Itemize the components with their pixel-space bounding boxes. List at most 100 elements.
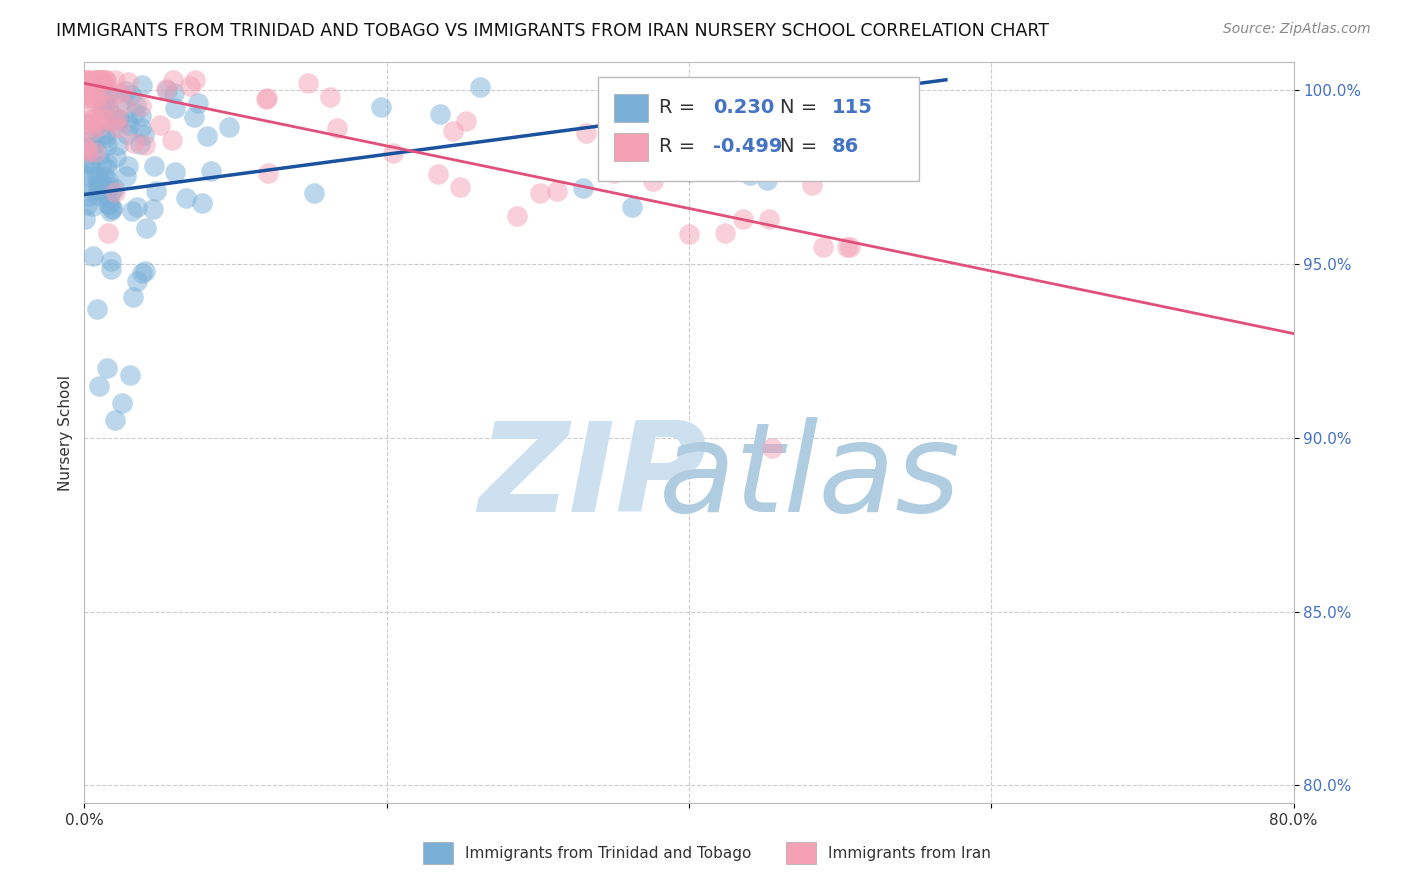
Point [449, 180, 471, 194]
Point [134, 138, 156, 153]
Point [110, 86, 132, 100]
Point [90, 186, 112, 200]
Point [94, 72, 117, 87]
Point [731, 212, 754, 227]
Point [101, 202, 124, 216]
Text: 0.230: 0.230 [713, 98, 775, 117]
Point [129, 121, 152, 136]
Point [134, 128, 156, 143]
Point [100, 261, 122, 276]
Point [73, 169, 96, 184]
Point [76, 118, 98, 132]
Point [145, 184, 167, 198]
Point [669, 150, 692, 164]
Point [118, 119, 141, 133]
Point [83, 75, 105, 89]
Point [77, 189, 100, 203]
Point [96, 130, 118, 145]
Point [98, 191, 121, 205]
Point [801, 120, 824, 135]
Point [80, 140, 103, 154]
Point [97, 196, 120, 211]
Text: R =: R = [659, 98, 695, 117]
Point [183, 110, 205, 124]
Point [90, 75, 112, 89]
Point [195, 128, 218, 143]
Point [117, 75, 139, 89]
Point [297, 76, 319, 90]
Point [84, 145, 107, 159]
Text: N =: N = [780, 98, 817, 117]
Point [101, 108, 124, 122]
Point [706, 128, 728, 143]
Point [96, 137, 118, 152]
Point [98, 203, 121, 218]
Point [149, 118, 172, 132]
Point [76, 198, 98, 212]
Point [86, 72, 108, 87]
Point [77, 145, 100, 159]
Point [89, 147, 111, 161]
Point [93, 98, 115, 112]
Point [76, 90, 98, 104]
Point [163, 86, 186, 100]
Point [115, 128, 138, 142]
Point [87, 181, 110, 195]
Point [80, 145, 103, 160]
Point [104, 72, 127, 87]
Point [97, 101, 120, 115]
Point [115, 169, 138, 183]
Point [120, 87, 142, 102]
Point [108, 112, 131, 127]
Point [103, 181, 125, 195]
FancyBboxPatch shape [599, 78, 918, 181]
Point [326, 121, 349, 136]
Point [179, 79, 201, 94]
Point [90, 77, 112, 91]
Point [111, 93, 134, 107]
Point [758, 212, 780, 227]
Point [87, 113, 110, 128]
Point [84, 169, 107, 184]
Point [89, 72, 111, 87]
Text: N =: N = [780, 137, 817, 156]
Point [77, 72, 100, 87]
Point [191, 195, 214, 210]
Text: atlas: atlas [659, 417, 960, 538]
Point [122, 290, 145, 304]
Point [319, 90, 342, 104]
Text: IMMIGRANTS FROM TRINIDAD AND TOBAGO VS IMMIGRANTS FROM IRAN NURSERY SCHOOL CORRE: IMMIGRANTS FROM TRINIDAD AND TOBAGO VS I… [56, 22, 1049, 40]
Text: Immigrants from Trinidad and Tobago: Immigrants from Trinidad and Tobago [465, 846, 752, 861]
Point [96, 162, 118, 177]
Point [111, 97, 134, 112]
Point [89, 72, 111, 87]
Point [75, 151, 97, 165]
Point [91, 158, 114, 172]
Point [76, 169, 98, 183]
Text: 86: 86 [831, 137, 859, 156]
Point [304, 186, 326, 200]
Point [756, 173, 779, 187]
Point [124, 98, 146, 112]
Y-axis label: Nursery School: Nursery School [58, 375, 73, 491]
Point [602, 166, 624, 180]
Point [87, 178, 110, 193]
Point [142, 202, 165, 216]
Point [128, 137, 150, 152]
Point [117, 114, 139, 128]
Point [90, 128, 112, 143]
Point [506, 209, 529, 223]
Point [107, 137, 129, 152]
Point [679, 165, 702, 179]
Point [80, 79, 103, 94]
Point [165, 165, 187, 179]
Point [89, 378, 111, 392]
Point [83, 84, 105, 98]
Point [124, 105, 146, 120]
Point [174, 191, 197, 205]
Point [75, 142, 97, 156]
Point [86, 187, 108, 202]
Point [97, 197, 120, 211]
Point [104, 413, 127, 427]
Point [79, 157, 101, 171]
